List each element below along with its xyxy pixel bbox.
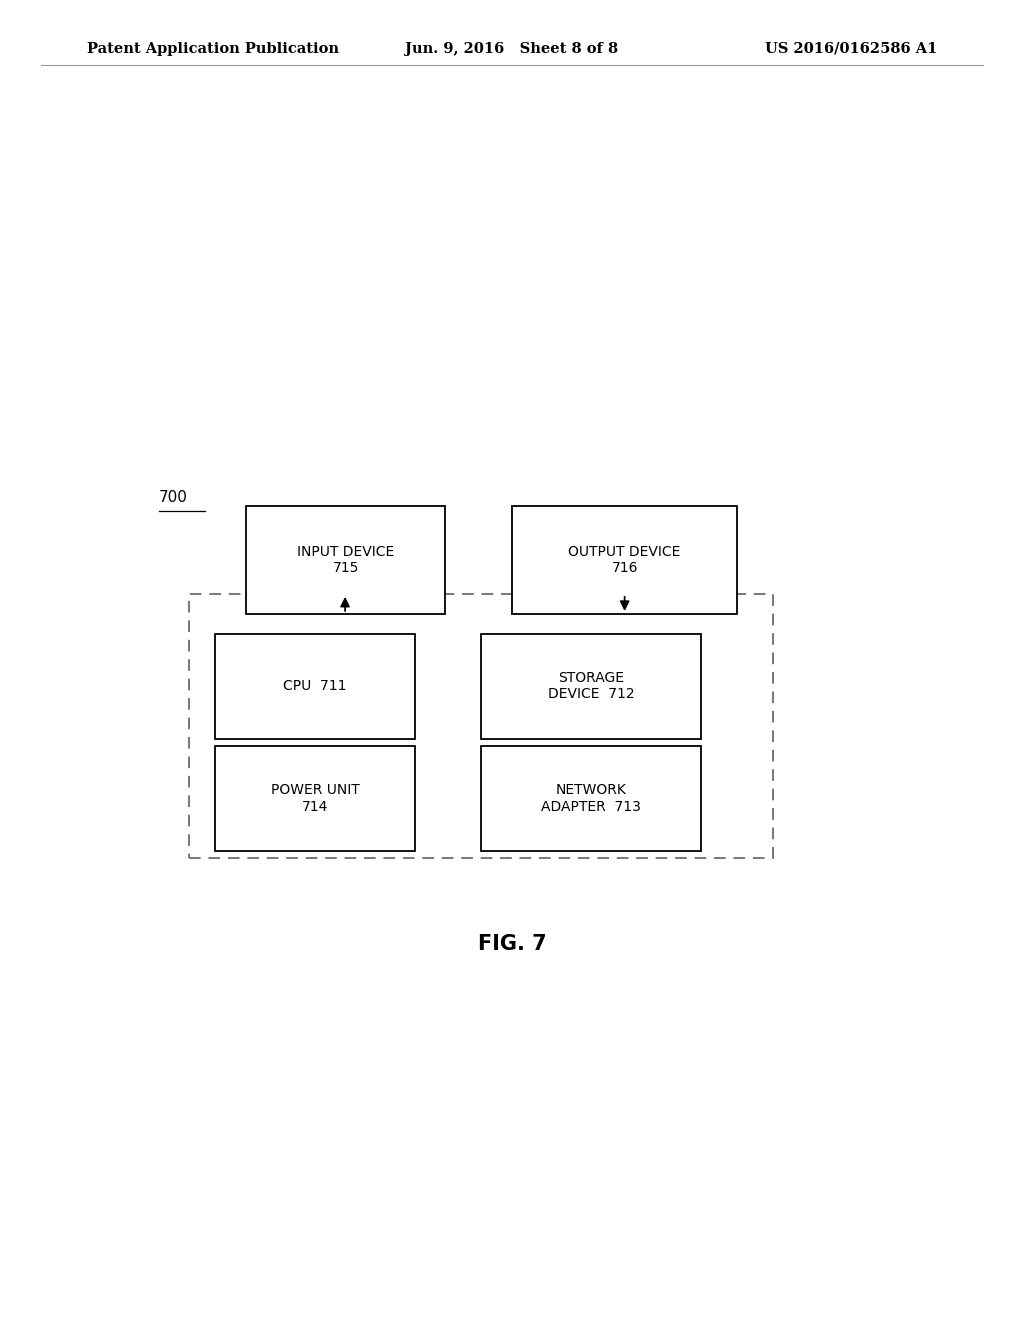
Text: CPU  711: CPU 711 — [283, 680, 347, 693]
Text: OUTPUT DEVICE
716: OUTPUT DEVICE 716 — [568, 545, 681, 574]
Bar — [481, 746, 701, 851]
Bar — [215, 746, 415, 851]
Bar — [215, 634, 415, 739]
Text: INPUT DEVICE
715: INPUT DEVICE 715 — [297, 545, 394, 574]
Text: Jun. 9, 2016   Sheet 8 of 8: Jun. 9, 2016 Sheet 8 of 8 — [406, 42, 618, 55]
Text: STORAGE
DEVICE  712: STORAGE DEVICE 712 — [548, 672, 635, 701]
Text: 700: 700 — [159, 490, 187, 506]
Text: POWER UNIT
714: POWER UNIT 714 — [270, 784, 359, 813]
Bar — [246, 506, 445, 614]
Bar — [189, 594, 773, 858]
Text: FIG. 7: FIG. 7 — [477, 933, 547, 954]
Text: NETWORK
ADAPTER  713: NETWORK ADAPTER 713 — [542, 784, 641, 813]
Text: US 2016/0162586 A1: US 2016/0162586 A1 — [765, 42, 937, 55]
Text: Patent Application Publication: Patent Application Publication — [87, 42, 339, 55]
Bar — [512, 506, 737, 614]
Bar — [481, 634, 701, 739]
